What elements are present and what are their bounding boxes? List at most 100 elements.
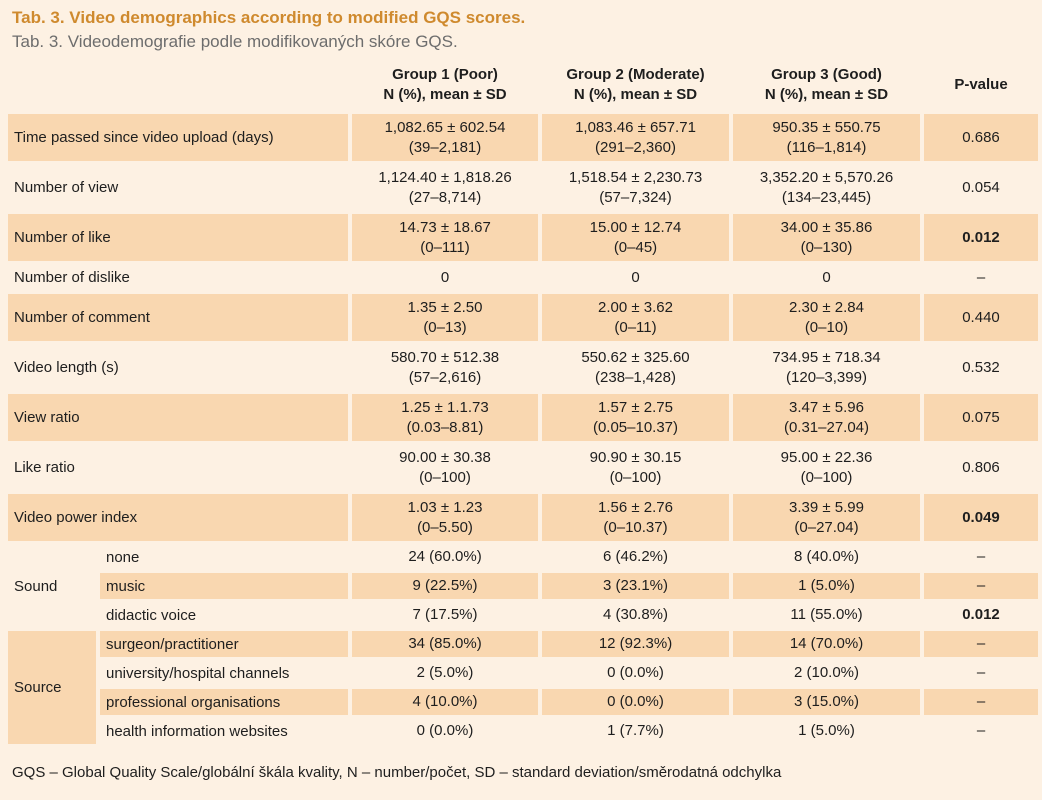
cell-g2: 3 (23.1%): [542, 573, 729, 599]
source-group-label: Source: [8, 631, 96, 744]
cell-g2: 0: [631, 268, 640, 286]
sub-row-label: university/hospital channels: [106, 664, 290, 682]
cell-g3: 3,352.20 ± 5,570.26 (134–23,445): [759, 168, 894, 206]
cell-p-value: 0.806: [962, 458, 1000, 476]
table-row: Number of comment 1.35 ± 2.50 (0–13) 2.00 ±…: [8, 294, 1038, 341]
cell-p-value: –: [976, 268, 986, 286]
cell-g1: 1,082.65 ± 602.54 (39–2,181): [352, 114, 538, 161]
cell-p-value: –: [924, 689, 1038, 715]
cell-g3: 2.30 ± 2.84 (0–10): [733, 294, 920, 341]
cell-g1: 24 (60.0%): [408, 548, 482, 565]
cell-g3: 1 (5.0%): [798, 722, 855, 739]
table-row: professional organisations 4 (10.0%) 0 (0.…: [8, 689, 1038, 715]
table-row: Sound none 24 (60.0%) 6 (46.2%) 8 (40.0%) –: [8, 544, 1038, 595]
sub-row-label: surgeon/practitioner: [100, 631, 348, 657]
footnote: GQS – Global Quality Scale/globální škál…: [12, 764, 782, 781]
table-row: university/hospital channels 2 (5.0%) 0 (0…: [8, 660, 1038, 686]
cell-g2: 12 (92.3%): [542, 631, 729, 657]
row-label: Number of like: [8, 214, 348, 261]
cell-g1: 4 (10.0%): [352, 689, 538, 715]
cell-g2: 2.00 ± 3.62 (0–11): [542, 294, 729, 341]
cell-p-value: –: [976, 664, 986, 681]
cell-p-value: –: [976, 548, 986, 565]
cell-g1: 9 (22.5%): [352, 573, 538, 599]
cell-g1: 14.73 ± 18.67 (0–111): [352, 214, 538, 261]
cell-g3: 8 (40.0%): [793, 548, 860, 565]
cell-p-value: 0.054: [962, 178, 1000, 196]
cell-p-value: 0.012: [924, 214, 1038, 261]
cell-g1: 2 (5.0%): [416, 664, 474, 681]
sub-row-label: professional organisations: [100, 689, 348, 715]
cell-g2: 0 (0.0%): [607, 664, 664, 681]
sub-row-label: none: [106, 548, 140, 566]
sub-row-label: music: [100, 573, 348, 599]
table-row: Video length (s) 580.70 ± 512.38 (57–2,616…: [8, 344, 1038, 391]
cell-g2: 4 (30.8%): [602, 606, 669, 623]
cell-p-value: 0.532: [962, 358, 1000, 376]
table-row: Time passed since video upload (days) 1,0…: [8, 114, 1038, 161]
table-row: Number of view 1,124.40 ± 1,818.26 (27–8,7…: [8, 164, 1038, 211]
cell-g3: 950.35 ± 550.75 (116–1,814): [733, 114, 920, 161]
cell-g1: 1,124.40 ± 1,818.26 (27–8,714): [378, 168, 512, 206]
table-row: View ratio 1.25 ± 1.1.73 (0.03–8.81) 1.57 ±…: [8, 394, 1038, 441]
sound-group-label: Sound: [14, 577, 58, 595]
cell-p-value: –: [976, 722, 986, 739]
cell-g3: 14 (70.0%): [733, 631, 920, 657]
table-title-czech: Tab. 3. Videodemografie podle modifikova…: [12, 32, 458, 51]
sub-row-label: health information websites: [106, 722, 288, 740]
header-row: Group 1 (Poor) N (%), mean ± SD Group 2 (…: [8, 59, 1038, 111]
row-label: Number of dislike: [14, 269, 130, 286]
cell-g3: 2 (10.0%): [793, 664, 860, 681]
row-label: Number of comment: [8, 294, 348, 341]
cell-g2: 0 (0.0%): [542, 689, 729, 715]
cell-p-value: 0.049: [924, 494, 1038, 541]
row-label: Like ratio: [14, 459, 75, 476]
cell-g3: 0: [822, 268, 831, 286]
cell-p-value: –: [924, 631, 1038, 657]
cell-g1: 0 (0.0%): [416, 722, 474, 739]
cell-g2: 1 (7.7%): [607, 722, 664, 739]
cell-g1: 1.25 ± 1.1.73 (0.03–8.81): [352, 394, 538, 441]
header-group-2: Group 2 (Moderate) N (%), mean ± SD: [566, 66, 705, 103]
cell-g3: 11 (55.0%): [790, 606, 863, 623]
table-row: health information websites 0 (0.0%) 1 (7.…: [8, 718, 1038, 744]
cell-g3: 734.95 ± 718.34 (120–3,399): [772, 348, 881, 386]
row-label: Video power index: [8, 494, 348, 541]
row-label: Video length (s): [14, 359, 119, 376]
cell-g3: 3.39 ± 5.99 (0–27.04): [733, 494, 920, 541]
header-group-3: Group 3 (Good) N (%), mean ± SD: [764, 66, 889, 103]
table-title-english: Tab. 3. Video demographics according to …: [12, 8, 526, 27]
cell-p-value: 0.012: [962, 606, 1000, 623]
cell-g2: 1.57 ± 2.75 (0.05–10.37): [542, 394, 729, 441]
table-row: didactic voice 7 (17.5%) 4 (30.8%) 11 (55.0…: [8, 602, 1038, 628]
table-row: Like ratio 90.00 ± 30.38 (0–100) 90.90 ± 30…: [8, 444, 1038, 491]
cell-g2: 550.62 ± 325.60 (238–1,428): [581, 348, 690, 386]
row-label: View ratio: [8, 394, 348, 441]
row-label: Time passed since video upload (days): [8, 114, 348, 161]
table-row: Number of like 14.73 ± 18.67 (0–111) 15.00 …: [8, 214, 1038, 261]
cell-g3: 1 (5.0%): [733, 573, 920, 599]
cell-p-value: 0.075: [924, 394, 1038, 441]
cell-g2: 15.00 ± 12.74 (0–45): [542, 214, 729, 261]
table-row: Source surgeon/practitioner 34 (85.0%) 12 (…: [8, 631, 1038, 744]
cell-p-value: –: [924, 573, 1038, 599]
cell-g3: 95.00 ± 22.36 (0–100): [780, 448, 873, 486]
table-row: Number of dislike 0 0 0 –: [8, 264, 1038, 291]
cell-g3: 3.47 ± 5.96 (0.31–27.04): [733, 394, 920, 441]
cell-g2: 1,518.54 ± 2,230.73 (57–7,324): [568, 168, 703, 206]
cell-p-value: 0.686: [924, 114, 1038, 161]
table-row: music 9 (22.5%) 3 (23.1%) 1 (5.0%) –: [8, 573, 1038, 599]
cell-g2: 6 (46.2%): [602, 548, 669, 565]
cell-g1: 0: [440, 268, 450, 286]
cell-g2: 1.56 ± 2.76 (0–10.37): [542, 494, 729, 541]
cell-g1: 34 (85.0%): [352, 631, 538, 657]
header-p-value: P-value: [954, 76, 1008, 93]
table-row: Video power index 1.03 ± 1.23 (0–5.50) 1.56…: [8, 494, 1038, 541]
header-group-1: Group 1 (Poor) N (%), mean ± SD: [383, 66, 507, 103]
cell-g3: 34.00 ± 35.86 (0–130): [733, 214, 920, 261]
cell-g1: 7 (17.5%): [412, 606, 478, 623]
cell-g2: 1,083.46 ± 657.71 (291–2,360): [542, 114, 729, 161]
cell-g3: 3 (15.0%): [733, 689, 920, 715]
cell-g1: 1.35 ± 2.50 (0–13): [352, 294, 538, 341]
